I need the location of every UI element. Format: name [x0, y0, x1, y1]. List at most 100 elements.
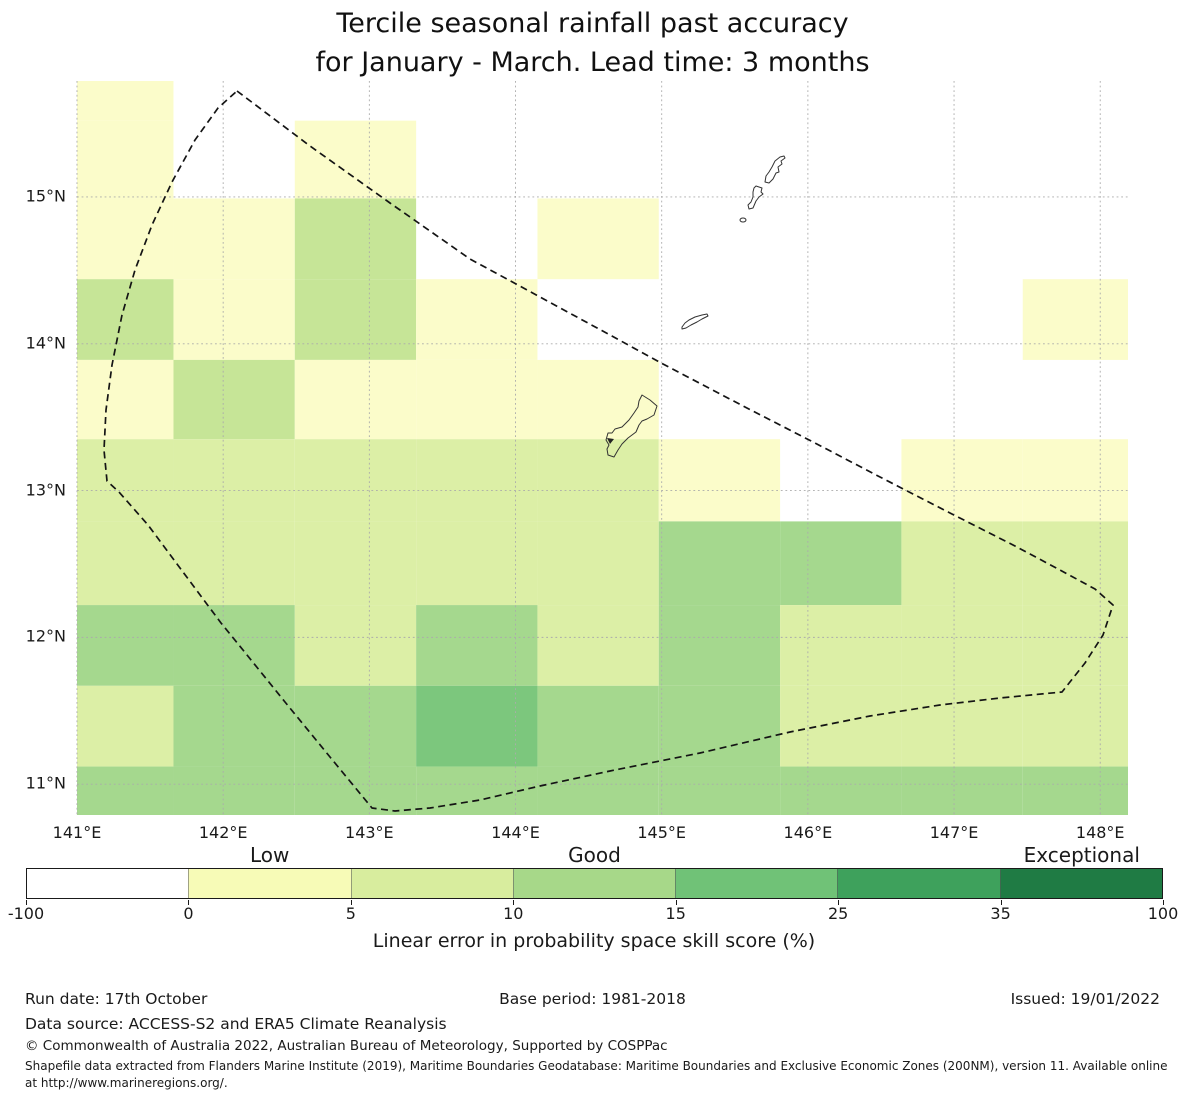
grid-cell [416, 359, 538, 440]
island-outline-guam [605, 394, 658, 458]
y-axis-tick-label: 11°N [25, 773, 66, 793]
grid-cell [77, 279, 174, 360]
grid-cell [77, 120, 174, 199]
y-axis-tick-label: 12°N [25, 626, 66, 646]
grid-cell [173, 198, 295, 280]
grid-cell [77, 359, 174, 440]
grid-cell [173, 685, 295, 767]
x-axis-tick-label: 145°E [637, 823, 687, 842]
grid-cell [901, 605, 1023, 686]
grid-cell [537, 198, 659, 280]
grid-cell [537, 685, 659, 767]
grid-cell [901, 521, 1023, 606]
colorbar-segment [27, 869, 189, 898]
grid-cell [416, 685, 538, 767]
grid-cell [901, 685, 1023, 767]
grid-cell [1022, 685, 1128, 767]
chart-title-line2: for January - March. Lead time: 3 months [315, 47, 870, 78]
x-axis-tick-label: 141°E [52, 823, 102, 842]
grid-cell [77, 685, 174, 767]
colorbar-tick-mark [1163, 900, 1164, 905]
x-axis-tick-label: 143°E [345, 823, 394, 842]
island-outline-tinian [747, 185, 764, 210]
colorbar-tick-label: -100 [7, 904, 45, 923]
grid-cell [901, 766, 1023, 815]
copyright-note: © Commonwealth of Australia 2022, Austra… [25, 1038, 668, 1054]
grid-cell [294, 605, 417, 686]
colorbar-tick-mark [675, 900, 677, 905]
grid-cell [1022, 279, 1128, 360]
shapefile-note: Shapefile data extracted from Flanders M… [25, 1059, 1168, 1090]
grid-cell [537, 439, 659, 522]
grid-cell [77, 605, 174, 686]
colorbar-region-label: Exceptional [1023, 843, 1140, 867]
x-axis-tick-label: 144°E [491, 823, 540, 842]
x-axis-tick-label: 146°E [783, 823, 833, 842]
grid-cell [1022, 766, 1128, 815]
colorbar-tick-label: 10 [503, 904, 524, 923]
grid-cell [1022, 605, 1128, 686]
colorbar-caption: Linear error in probability space skill … [372, 930, 816, 952]
grid-cell [1022, 439, 1128, 522]
grid-cell [173, 359, 295, 440]
chart-title-line1: Tercile seasonal rainfall past accuracy [336, 8, 849, 39]
colorbar-segment [350, 869, 513, 898]
grid-cell [537, 521, 659, 606]
grid-cell [294, 685, 417, 767]
colorbar-segment [999, 869, 1162, 898]
grid-cell [658, 685, 781, 767]
grid-cell [658, 521, 781, 606]
grid-cell [1022, 521, 1128, 606]
colorbar-tick-label: 100 [1147, 904, 1179, 923]
rainfall-accuracy-map [76, 81, 1128, 815]
colorbar-tick-mark [188, 900, 190, 905]
grid-cell [537, 605, 659, 686]
grid-cell [173, 279, 295, 360]
colorbar [26, 868, 1163, 899]
grid-cell [780, 605, 902, 686]
colorbar-tick-mark [1000, 900, 1002, 905]
colorbar-tick-label: 0 [183, 904, 194, 923]
grid-cell [416, 605, 538, 686]
colorbar-segment [837, 869, 1000, 898]
colorbar-tick-mark [513, 900, 515, 905]
grid-cell [416, 439, 538, 522]
grid-cell [658, 439, 781, 522]
grid-cell [294, 359, 417, 440]
grid-cell [537, 766, 659, 815]
y-axis-tick-label: 14°N [25, 333, 66, 353]
data-source: Data source: ACCESS-S2 and ERA5 Climate … [25, 1015, 447, 1033]
grid-cell [416, 521, 538, 606]
colorbar-region-label: Low [249, 843, 290, 867]
x-axis-tick-label: 147°E [929, 823, 979, 842]
run-date: Run date: 17th October [25, 990, 208, 1008]
grid-cell [294, 439, 417, 522]
grid-cell [173, 521, 295, 606]
colorbar-segment [512, 869, 676, 898]
grid-cell [77, 81, 174, 121]
x-axis-tick-label: 148°E [1075, 823, 1125, 842]
grid-cell [77, 439, 174, 522]
x-axis-tick-label: 142°E [198, 823, 248, 842]
island-outline-aguijan [739, 217, 747, 223]
grid-cell [658, 605, 781, 686]
grid-cell [173, 605, 295, 686]
colorbar-segment [675, 869, 838, 898]
grid-cell [658, 766, 781, 815]
grid-cell [901, 439, 1023, 522]
grid-cell [294, 120, 417, 199]
grid-cell [173, 766, 295, 815]
colorbar-tick-label: 35 [990, 904, 1011, 923]
grid-cell [780, 521, 902, 606]
colorbar-tick-mark [26, 900, 27, 905]
grid-cell [294, 279, 417, 360]
y-axis-tick-label: 13°N [25, 480, 66, 500]
colorbar-tick-mark [350, 900, 352, 905]
colorbar-tick-label: 25 [827, 904, 849, 923]
colorbar-tick-label: 5 [345, 904, 356, 923]
grid-cell [77, 766, 174, 815]
colorbar-region-label: Good [568, 843, 621, 867]
island-outline-saipan [764, 155, 786, 184]
grid-cell [294, 766, 417, 815]
grid-cell [173, 439, 295, 522]
